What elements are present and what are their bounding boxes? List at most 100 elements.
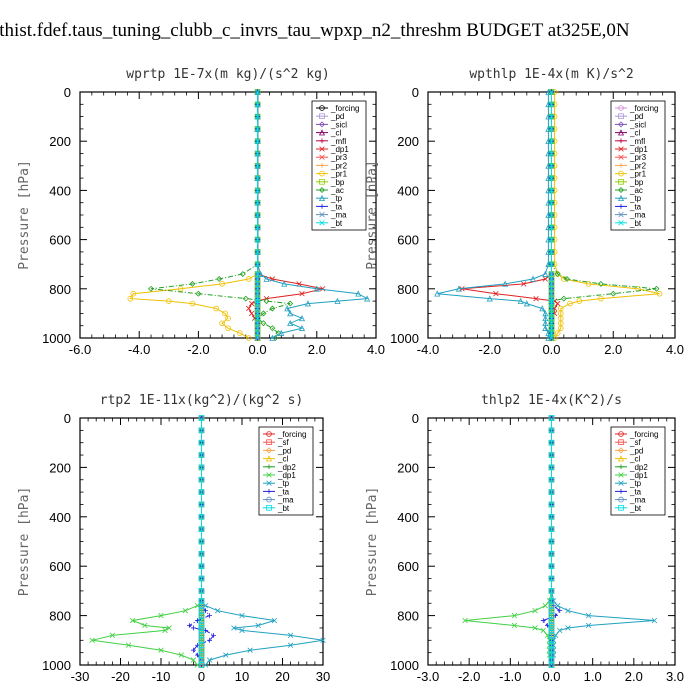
data-point-bt (548, 476, 555, 483)
data-point-pr1 (225, 315, 231, 322)
data-point-bt (548, 212, 555, 218)
data-point-pr1 (166, 298, 172, 304)
data-point-bt (198, 415, 205, 421)
data-point-tp (278, 329, 285, 336)
x-tick-label: -10 (152, 669, 171, 684)
chart-title: wpthlp 1E-4x(m K)/s^2 (469, 67, 633, 82)
x-tick-label: 30 (316, 669, 330, 684)
x-tick-label: 10 (235, 669, 249, 684)
legend-label: _forcing (330, 104, 359, 113)
data-point-tp (263, 275, 270, 282)
legend-marker (618, 472, 624, 478)
data-point-tp (247, 647, 253, 653)
legend-marker (618, 163, 624, 168)
legend-marker (618, 431, 624, 437)
data-point-bt (254, 200, 261, 206)
data-point-bt (548, 330, 555, 336)
data-point-bt (548, 236, 555, 243)
chart-panel-2: wpthlp 1E-4x(m K)/s^2 Pressure [hPa] -4.0 -… (365, 67, 684, 357)
legend-marker (618, 464, 624, 470)
legend-label: _pr2 (330, 161, 348, 170)
legend-label: _bt (629, 504, 642, 513)
data-point-ta (186, 623, 192, 628)
legend-label: _dp2 (629, 463, 648, 472)
legend-marker (319, 138, 325, 144)
legend-label: _pd (629, 112, 643, 121)
x-tick-label: 0 (198, 669, 205, 684)
data-point-tp (287, 642, 294, 648)
legend-marker (319, 163, 325, 168)
data-point-dp1 (533, 295, 539, 302)
data-point-bt (548, 163, 555, 169)
legend-label: _tp (330, 194, 343, 203)
data-point-tp (651, 617, 658, 624)
legend-marker (319, 204, 325, 209)
data-point-ac (195, 290, 202, 297)
data-point-ta (557, 608, 563, 614)
data-point-tp (486, 295, 493, 302)
data-point-bt (548, 551, 555, 557)
data-point-bt (548, 310, 555, 317)
legend-label: _bp (330, 178, 345, 187)
data-point-pr1 (219, 281, 225, 287)
legend-marker (319, 113, 325, 120)
data-point-bt (254, 291, 261, 297)
y-tick-label: 1000 (42, 658, 71, 673)
data-point-tp (223, 652, 229, 658)
data-point-bt (254, 150, 261, 157)
legend-label: _bt (277, 504, 290, 513)
data-point-dp1 (158, 612, 164, 619)
data-point-bt (548, 464, 555, 471)
data-point-ac (610, 290, 617, 297)
data-point-pr1 (245, 276, 252, 282)
data-point-dp1 (554, 300, 561, 307)
y-tick-label: 600 (49, 559, 71, 574)
legend-label: _cl (629, 455, 640, 464)
data-point-bt (254, 320, 261, 326)
y-tick-label: 200 (49, 460, 71, 475)
data-point-tp (215, 607, 221, 614)
data-point-ac (275, 330, 282, 337)
x-tick-label: -1.0 (499, 669, 521, 684)
data-point-bt (548, 113, 555, 120)
data-point-dp1 (248, 300, 255, 307)
data-point-bt (548, 514, 555, 520)
data-point-pr1 (237, 330, 243, 336)
y-tick-label: 800 (49, 282, 71, 297)
data-point-ac (560, 295, 567, 302)
data-point-ta (191, 647, 196, 653)
data-point-bt (198, 662, 205, 668)
data-point-bt (548, 538, 555, 545)
legend-marker (618, 178, 624, 185)
legend-label: _pr1 (629, 170, 647, 179)
data-point-bt (548, 320, 555, 326)
data-point-bt (254, 335, 261, 341)
data-point-bt (548, 200, 555, 206)
data-point-tp (502, 280, 509, 287)
legend-marker (618, 154, 624, 160)
data-point-bt (548, 315, 555, 322)
legend-label: _ac (629, 186, 643, 195)
data-point-bt (254, 101, 261, 107)
legend-label: _bt (629, 219, 642, 228)
data-point-bt (254, 281, 261, 287)
y-tick-label: 600 (397, 559, 419, 574)
data-point-bt (548, 187, 555, 194)
data-point-dp1 (158, 647, 164, 653)
legend-marker (319, 187, 325, 193)
legend-marker (319, 211, 325, 218)
data-point-tp (517, 297, 524, 304)
y-tick-label: 400 (49, 183, 71, 198)
data-point-ac (653, 285, 660, 292)
data-point-bt (548, 126, 555, 132)
legend-marker (617, 129, 625, 136)
legend-label: _dp2 (277, 463, 296, 472)
data-point-tp (255, 622, 261, 629)
legend-marker (319, 105, 325, 111)
x-tick-label: -3.0 (417, 669, 439, 684)
data-point-tp (281, 280, 288, 287)
legend-marker (319, 178, 325, 185)
data-point-pr1 (567, 300, 573, 307)
legend-label: _sf (629, 438, 641, 447)
data-point-pr1 (598, 295, 604, 302)
